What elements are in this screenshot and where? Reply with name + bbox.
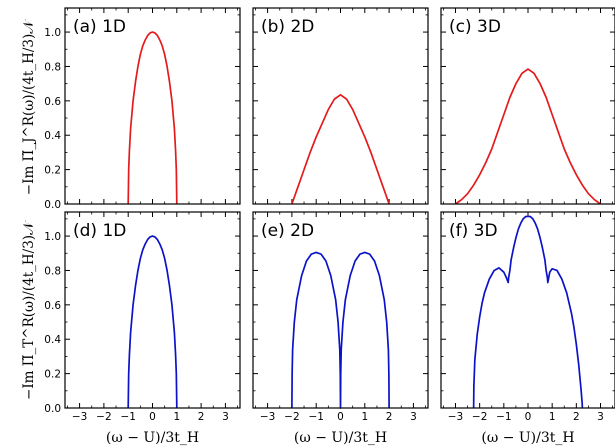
- x-axis-label: (ω − U)/3t_H: [294, 430, 387, 446]
- x-tick-label: 3: [222, 411, 229, 423]
- y-tick-label: 0.6: [44, 300, 61, 312]
- x-tick-label: 0: [525, 411, 532, 423]
- x-tick-label: −1: [308, 411, 323, 423]
- x-tick-label: −1: [496, 411, 511, 423]
- plot-frame: [440, 7, 615, 205]
- panel-1: 0.0 0.2 0.4 0.6 0.8 1.0 (a) 1D: [44, 7, 241, 211]
- x-tick-label: 2: [573, 411, 580, 423]
- x-tick-label: 0: [149, 411, 156, 423]
- panel-label: (d) 1D: [73, 221, 126, 241]
- x-axis-label: (ω − U)/3t_H: [481, 430, 574, 446]
- x-tick-label: −2: [284, 411, 299, 423]
- plot-frame: [252, 7, 429, 205]
- y-tick-label: 1.0: [44, 231, 61, 243]
- plot-frame: [252, 211, 429, 409]
- y-tick-label: 0.0: [44, 403, 61, 415]
- series-line: [127, 31, 178, 205]
- panel-label: (b) 2D: [261, 17, 314, 37]
- y-tick-label: 0.8: [44, 61, 61, 73]
- x-tick-label: 3: [597, 411, 604, 423]
- x-tick-label: −3: [448, 411, 463, 423]
- x-tick-label: 3: [410, 411, 417, 423]
- series-line: [455, 68, 601, 205]
- y-tick-label: 0.2: [44, 165, 61, 177]
- series-line: [291, 93, 390, 205]
- y-tick-label: 1.0: [44, 27, 61, 39]
- x-tick-label: −2: [472, 411, 487, 423]
- ylabel-top: −Im Π̃_J^R(ω)/(4t_H/3)𝒩: [21, 18, 37, 195]
- plot-frame: [440, 211, 615, 409]
- series-line: [472, 215, 584, 409]
- y-tick-label: 0.6: [44, 96, 61, 108]
- x-tick-label: 1: [361, 411, 368, 423]
- row-labels: −Im Π̃_J^R(ω)/(4t_H/3)𝒩 −Im Π̃_T^R(ω)/(4…: [21, 18, 37, 400]
- x-tick-label: 0: [337, 411, 344, 423]
- y-tick-label: 0.0: [44, 199, 61, 211]
- panel-label: (c) 3D: [449, 17, 501, 37]
- y-tick-label: 0.2: [44, 369, 61, 381]
- x-tick-label: −1: [120, 411, 135, 423]
- panel-label: (a) 1D: [73, 17, 126, 37]
- panel-label: (e) 2D: [261, 221, 314, 241]
- plot-frame: [64, 211, 241, 409]
- panel-5: −3 −2 −1 0 1 2 3 (e) 2D (ω − U)/3t_H: [252, 211, 429, 446]
- x-tick-label: 1: [549, 411, 556, 423]
- series-line: [291, 251, 390, 409]
- y-tick-label: 0.8: [44, 265, 61, 277]
- y-tick-label: 0.4: [44, 334, 61, 346]
- panel-4: −3 −2 −1 0 1 2 3 0.0 0.2 0.4 0.6 0.8 1.0 (d) 1D (ω − U…: [44, 211, 241, 446]
- x-tick-label: −3: [72, 411, 87, 423]
- x-axis-label: (ω − U)/3t_H: [106, 430, 199, 446]
- x-tick-label: 1: [173, 411, 180, 423]
- x-tick-label: −3: [260, 411, 275, 423]
- panels: 0.0 0.2 0.4 0.6 0.8 1.0 (a) 1D (b) 2D (c) 3D −3 −2…: [44, 7, 615, 446]
- panel-6: −3 −2 −1 0 1 2 3 (f) 3D (ω − U)/3t_H: [440, 211, 615, 446]
- x-tick-label: −2: [96, 411, 111, 423]
- y-tick-label: 0.4: [44, 130, 61, 142]
- series-line: [127, 235, 178, 409]
- ylabel-bottom: −Im Π̃_T^R(ω)/(4t_H/3)𝒩: [21, 219, 37, 400]
- panel-2: (b) 2D: [252, 7, 429, 205]
- panel-3: (c) 3D: [440, 7, 615, 205]
- x-tick-label: 2: [198, 411, 205, 423]
- panel-label: (f) 3D: [449, 221, 498, 241]
- x-tick-label: 2: [386, 411, 393, 423]
- plot-frame: [64, 7, 241, 205]
